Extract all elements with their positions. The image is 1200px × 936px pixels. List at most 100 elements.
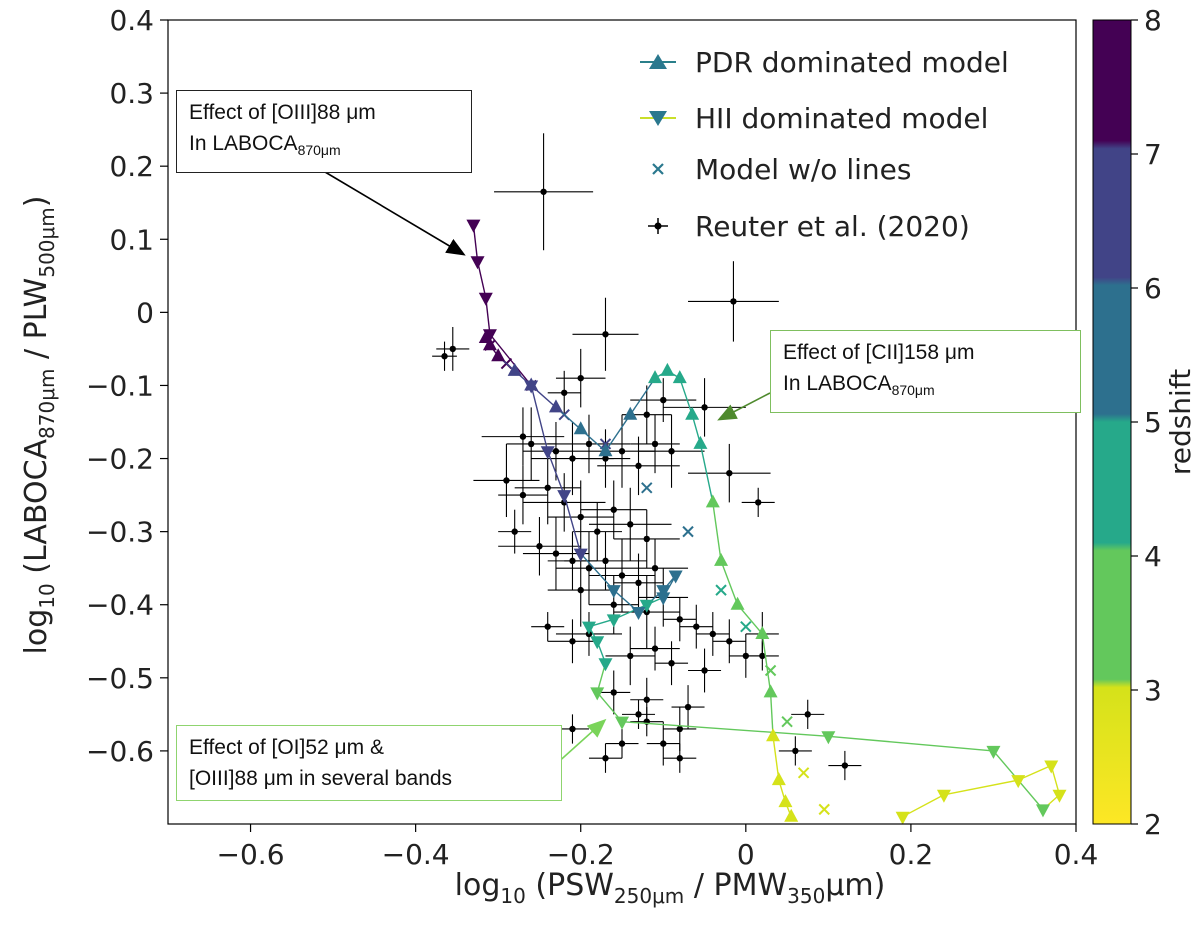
observation-point bbox=[605, 626, 656, 686]
colorbar-ticks: 2 3 4 5 6 7 8 bbox=[1131, 4, 1162, 841]
x-tick-label: −0.2 bbox=[547, 838, 615, 871]
hii-model-point bbox=[557, 490, 572, 504]
no-lines-model-point bbox=[797, 767, 810, 779]
hii-model-point bbox=[656, 585, 671, 599]
model-line-segment bbox=[761, 633, 772, 693]
no-lines-model-point bbox=[682, 525, 694, 538]
observation-point bbox=[498, 465, 548, 525]
observation-point bbox=[531, 612, 565, 642]
y-tick-label: 0.3 bbox=[109, 77, 154, 110]
no-lines-model-point bbox=[641, 482, 653, 494]
colorbar-tick-label: 6 bbox=[1144, 272, 1162, 305]
colorbar-tick-label: 4 bbox=[1144, 540, 1162, 573]
legend-item-hii: HII dominated model bbox=[640, 102, 988, 135]
observation-point bbox=[514, 451, 581, 525]
y-axis: 0.4 0.3 0.2 0.1 0 −0.1 −0.2 −0.3 −0.4 −0.5 −0.6 bbox=[86, 4, 168, 768]
triangle-up-icon bbox=[649, 54, 667, 69]
y-tick-label: 0.1 bbox=[109, 223, 154, 256]
pdr-model-point bbox=[623, 406, 638, 420]
hii-model-point bbox=[606, 585, 621, 599]
y-label-laboca: (LABOCA bbox=[19, 438, 54, 583]
model-line-segment bbox=[699, 443, 714, 503]
annotation-oiii-line2: In LABOCA870μm bbox=[189, 128, 459, 166]
hii-model-point bbox=[895, 811, 910, 825]
observation-point bbox=[473, 443, 540, 518]
observation-point bbox=[547, 370, 581, 415]
y-tick-label: −0.6 bbox=[86, 735, 154, 768]
observation-point bbox=[688, 648, 722, 693]
observation-point bbox=[547, 619, 598, 664]
model-line-segment bbox=[679, 377, 693, 415]
arrow-cii bbox=[717, 392, 771, 421]
model-line-segment bbox=[489, 333, 532, 386]
observation-point bbox=[679, 604, 713, 649]
hii-model-point bbox=[668, 570, 683, 584]
hii-model-point bbox=[656, 592, 671, 606]
observation-point bbox=[791, 699, 825, 729]
legend-label-reuter: Reuter et al. (2020) bbox=[695, 210, 970, 243]
pdr-model-point bbox=[598, 443, 613, 457]
x-tick-label: −0.4 bbox=[382, 838, 450, 871]
hii-model-point bbox=[606, 614, 621, 628]
model-line-segment bbox=[902, 794, 945, 818]
observation-point bbox=[613, 509, 680, 569]
hii-model-point bbox=[598, 658, 613, 672]
pdr-model-point bbox=[705, 494, 720, 508]
model-line-segment bbox=[772, 736, 780, 781]
annotation-oi-line2: [OIII]88 μm in several bands bbox=[189, 767, 453, 790]
y-label-end: ) bbox=[19, 196, 54, 208]
x-mark-icon bbox=[652, 163, 664, 175]
observation-point bbox=[741, 487, 775, 518]
annotation-cii-line2-text: In LABOCA bbox=[783, 372, 892, 395]
legend-label-hii: HII dominated model bbox=[695, 102, 988, 135]
colorbar-tick-label: 8 bbox=[1144, 4, 1162, 37]
pdr-model-point bbox=[491, 348, 506, 362]
observation-point bbox=[696, 612, 730, 656]
x-tick-label: −0.6 bbox=[217, 838, 285, 871]
hii-model-point bbox=[1035, 804, 1050, 818]
observation-point bbox=[498, 509, 532, 554]
legend-item-reuter: Reuter et al. (2020) bbox=[648, 210, 970, 243]
x-label-end: μm) bbox=[825, 868, 885, 903]
x-label-log: log bbox=[455, 868, 501, 903]
y-label-plw-sub: 500μm bbox=[35, 207, 59, 277]
hii-model-point bbox=[573, 548, 588, 562]
model-line-segment bbox=[547, 450, 565, 496]
observation-point bbox=[547, 480, 614, 554]
arrow-oiii bbox=[319, 168, 466, 256]
x-axis-label: log10 (PSW250μm / PMW350μm) bbox=[455, 868, 886, 908]
hii-model-point bbox=[470, 256, 485, 270]
observation-point bbox=[588, 743, 622, 773]
observation-point bbox=[663, 743, 697, 773]
observation-point bbox=[622, 699, 656, 729]
plot-frame bbox=[167, 19, 1077, 825]
hii-model-point bbox=[986, 745, 1001, 759]
observation-point bbox=[481, 407, 565, 466]
hii-model-point bbox=[1011, 775, 1026, 789]
pdr-model-point bbox=[660, 362, 675, 376]
pdr-model-point bbox=[755, 625, 770, 639]
observation-point bbox=[688, 443, 771, 503]
observation-point bbox=[555, 348, 606, 408]
colorbar-tick-label: 3 bbox=[1144, 674, 1162, 707]
colorbar-label: redshift bbox=[1164, 369, 1197, 475]
pdr-model-point bbox=[524, 377, 539, 391]
legend-label-nolines: Model w/o lines bbox=[695, 153, 911, 186]
y-tick-label: 0 bbox=[136, 296, 154, 329]
no-lines-model-point bbox=[818, 803, 830, 816]
observation-point bbox=[432, 341, 457, 371]
model-line-segment bbox=[621, 720, 829, 737]
no-lines-model-point bbox=[781, 715, 793, 728]
model-line-segment bbox=[769, 692, 774, 737]
y-tick-label: −0.2 bbox=[86, 443, 154, 476]
colorbar-tick-label: 5 bbox=[1144, 406, 1162, 439]
observation-point bbox=[572, 297, 639, 371]
annotation-cii-line2: In LABOCA870μm bbox=[783, 368, 1068, 406]
observation-point bbox=[630, 707, 664, 737]
dot-icon bbox=[654, 222, 662, 230]
pdr-model-point bbox=[784, 808, 799, 822]
hii-model-point bbox=[590, 687, 605, 701]
y-tick-label: 0.4 bbox=[109, 4, 154, 37]
hii-model-point bbox=[1044, 760, 1059, 774]
